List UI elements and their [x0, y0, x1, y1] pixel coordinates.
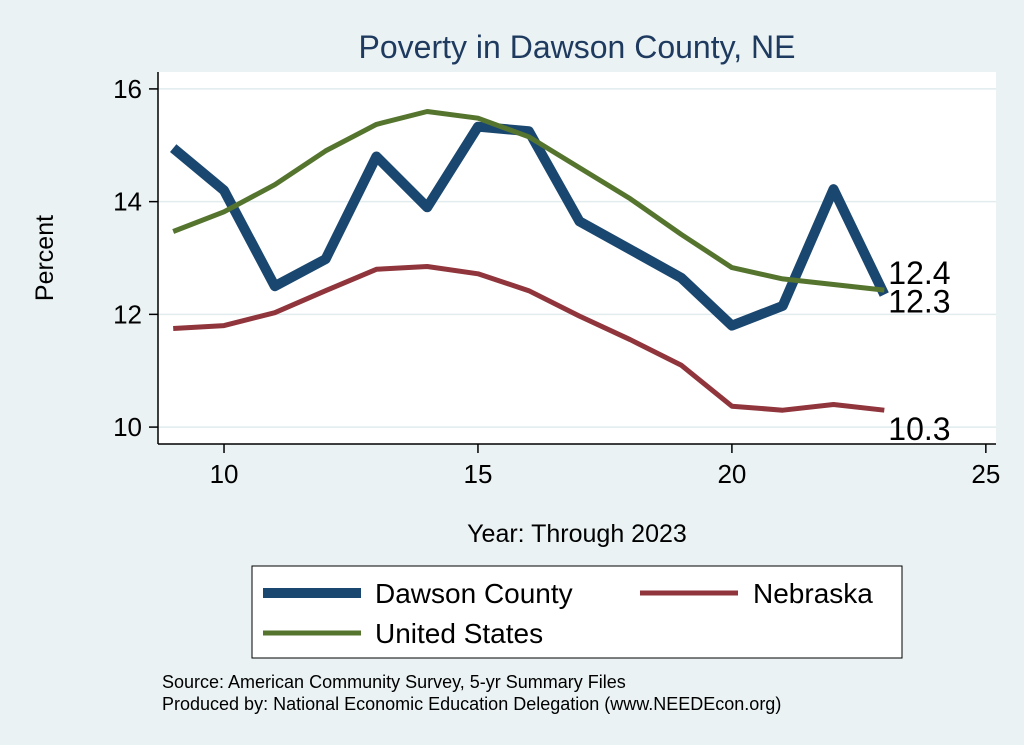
legend-label-dawson-county: Dawson County [375, 578, 573, 609]
series-line-united-states [172, 109, 885, 293]
plot-area [158, 72, 996, 444]
x-tick-label-15: 15 [464, 459, 493, 489]
series-line-nebraska [173, 264, 885, 413]
series-line-dawson-county [170, 121, 889, 331]
legend-label-nebraska: Nebraska [753, 578, 873, 609]
y-tick-label-16: 16 [113, 74, 142, 104]
y-tick-label-14: 14 [113, 187, 142, 217]
end-label-united-states: 12.4 [888, 255, 950, 291]
y-tick-label-10: 10 [113, 412, 142, 442]
axes [149, 72, 996, 453]
y-tick-labels: 10 12 14 16 [113, 74, 142, 442]
end-label-dawson-county: 12.3 [888, 284, 950, 320]
chart-title: Poverty in Dawson County, NE [359, 29, 796, 65]
producer-note: Produced by: National Economic Education… [162, 694, 781, 714]
y-tick-label-12: 12 [113, 299, 142, 329]
x-tick-label-10: 10 [210, 459, 239, 489]
x-tick-label-20: 20 [717, 459, 746, 489]
x-tick-labels: 10 15 20 25 [210, 459, 1001, 489]
legend: Dawson County Nebraska United States [251, 565, 903, 659]
legend-box [251, 565, 903, 659]
x-tick-label-25: 25 [971, 459, 1000, 489]
x-axis-label: Year: Through 2023 [467, 520, 687, 548]
y-axis-label: Percent [31, 215, 59, 301]
series-lines [170, 109, 889, 413]
end-label-nebraska: 10.3 [888, 411, 950, 447]
end-labels: 12.3 10.3 12.4 [888, 255, 950, 447]
legend-label-united-states: United States [375, 618, 543, 649]
source-note: Source: American Community Survey, 5-yr … [162, 672, 626, 692]
